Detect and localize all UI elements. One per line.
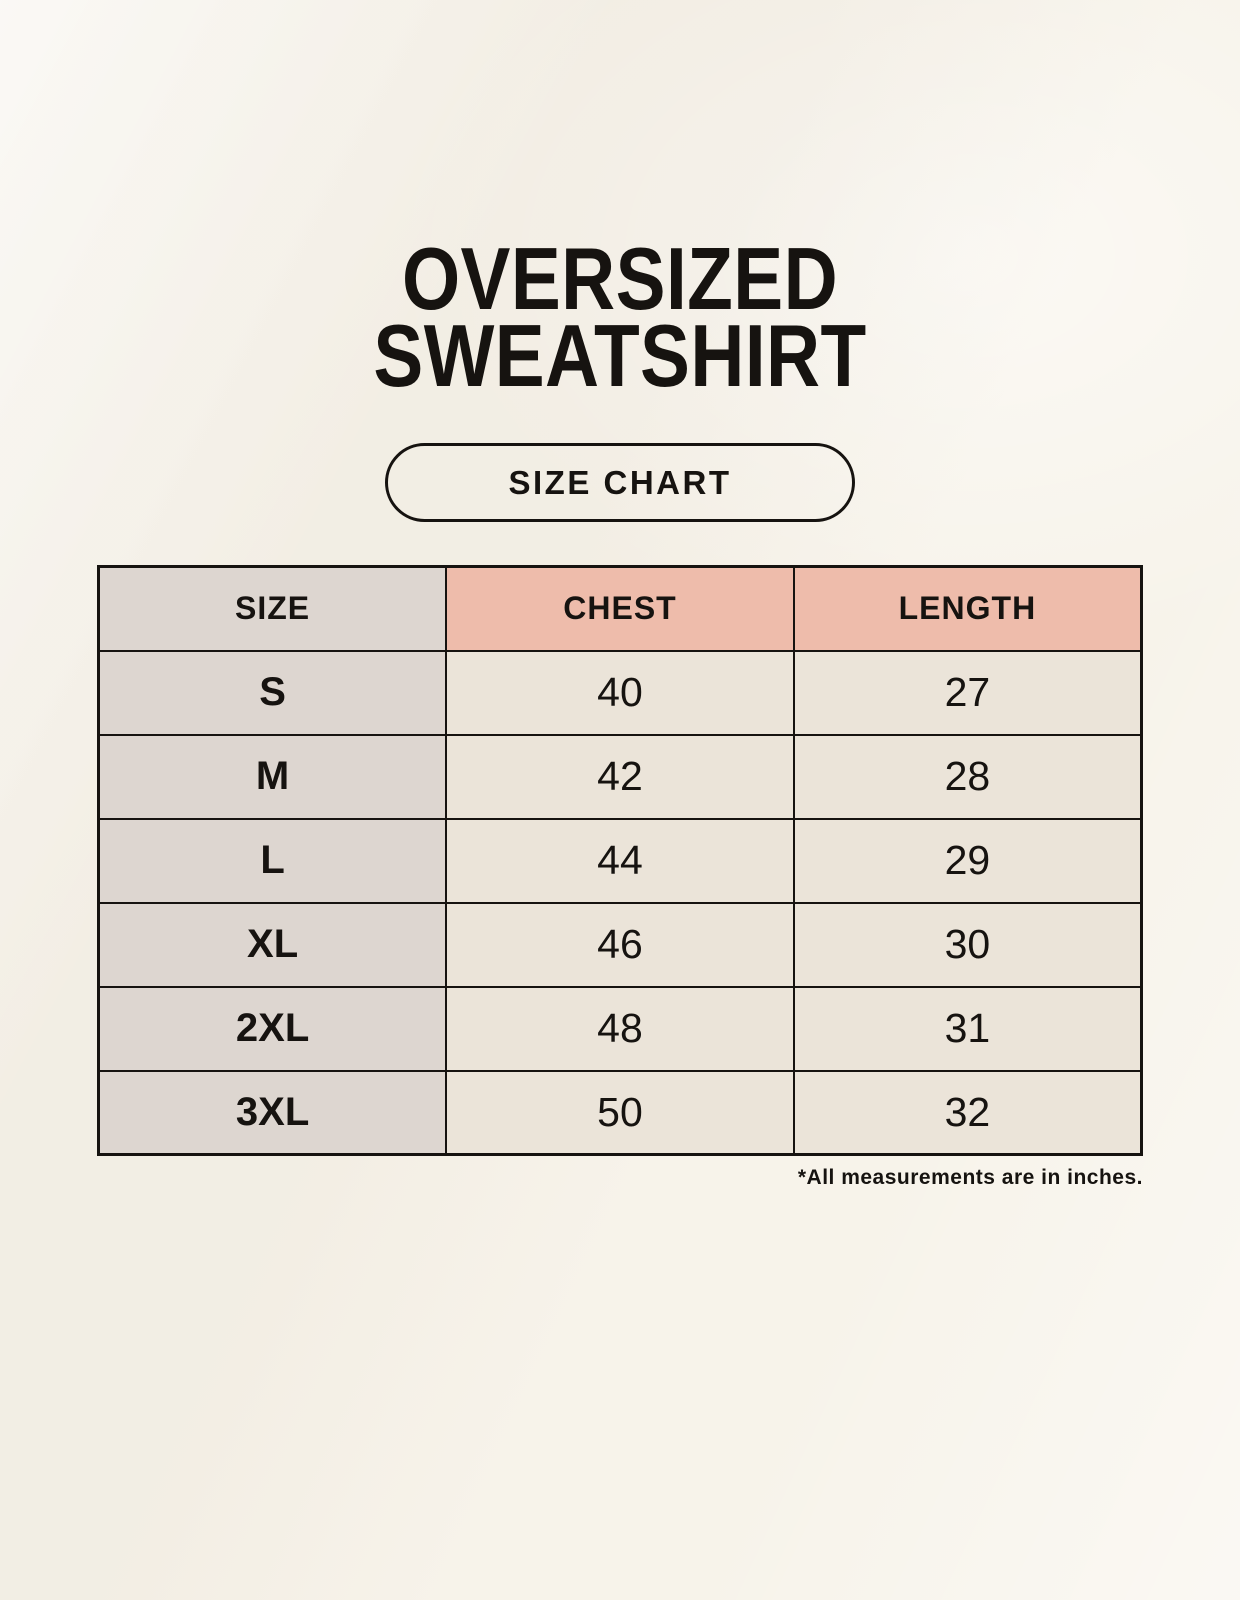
row-size-label: L xyxy=(97,817,448,904)
row-length-value: 31 xyxy=(792,985,1143,1072)
row-length-value: 28 xyxy=(792,733,1143,820)
table-row: 3XL 50 32 xyxy=(97,1069,1143,1156)
size-chart-badge-label: SIZE CHART xyxy=(508,463,732,501)
row-size-label: M xyxy=(97,733,448,820)
row-size-label: 2XL xyxy=(97,985,448,1072)
row-length-value: 27 xyxy=(792,649,1143,736)
table-row: XL 46 30 xyxy=(97,901,1143,988)
page-title: OVERSIZED SWEATSHIRT xyxy=(0,0,1240,405)
header-row: SIZE CHEST LENGTH xyxy=(97,565,1143,652)
column-header-size: SIZE xyxy=(97,565,448,652)
table-header: SIZE CHEST LENGTH xyxy=(97,565,1143,652)
table-body: S 40 27 M 42 28 L 44 29 XL 46 30 2XL 48 xyxy=(97,649,1143,1156)
row-size-label: XL xyxy=(97,901,448,988)
table-row: L 44 29 xyxy=(97,817,1143,904)
table-row: M 42 28 xyxy=(97,733,1143,820)
table-row: S 40 27 xyxy=(97,649,1143,736)
row-length-value: 29 xyxy=(792,817,1143,904)
size-chart-table: SIZE CHEST LENGTH S 40 27 M 42 28 L 44 2… xyxy=(97,565,1143,1156)
row-size-label: 3XL xyxy=(97,1069,448,1156)
measurements-footnote: *All measurements are in inches. xyxy=(797,1166,1143,1189)
row-chest-value: 42 xyxy=(445,733,795,820)
page-title-line2: SWEATSHIRT xyxy=(373,306,867,405)
row-chest-value: 46 xyxy=(445,901,795,988)
column-header-length: LENGTH xyxy=(792,565,1143,652)
row-size-label: S xyxy=(97,649,448,736)
row-length-value: 30 xyxy=(792,901,1143,988)
row-chest-value: 44 xyxy=(445,817,795,904)
row-chest-value: 48 xyxy=(445,985,795,1072)
row-length-value: 32 xyxy=(792,1069,1143,1156)
column-header-chest: CHEST xyxy=(445,565,795,652)
table-row: 2XL 48 31 xyxy=(97,985,1143,1072)
row-chest-value: 50 xyxy=(445,1069,795,1156)
page-title-line1: OVERSIZED xyxy=(401,229,839,328)
row-chest-value: 40 xyxy=(445,649,795,736)
size-chart-badge[interactable]: SIZE CHART xyxy=(385,443,855,522)
